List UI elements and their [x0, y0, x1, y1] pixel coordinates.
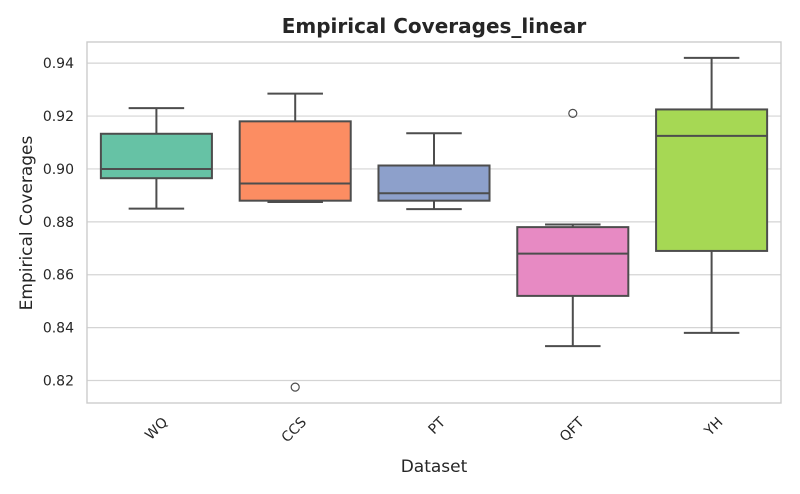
box-iqr — [516, 226, 630, 297]
outlier-point — [290, 382, 300, 392]
outlier-point — [568, 108, 578, 119]
y-tick-label: 0.88 — [43, 215, 74, 231]
chart-title: Empirical Coverages_linear — [282, 14, 587, 38]
box-iqr — [377, 164, 491, 202]
boxes — [99, 56, 769, 392]
box-group-pt — [377, 132, 491, 211]
y-tick-label: 0.84 — [43, 321, 74, 337]
y-tick-label: 0.94 — [43, 56, 74, 72]
x-axis-label: Dataset — [401, 457, 468, 477]
y-tick-label: 0.86 — [43, 268, 74, 284]
plot-frame — [86, 41, 782, 404]
x-tick-label: QFT — [557, 414, 588, 445]
x-tick-label: YH — [701, 415, 727, 441]
box-iqr — [99, 132, 213, 180]
y-tick-label: 0.82 — [43, 374, 74, 390]
x-tick-labels: WQ CCS PT QFT YH — [142, 414, 726, 446]
y-tick-label: 0.92 — [43, 109, 74, 125]
y-tick-label: 0.90 — [43, 162, 74, 178]
box-group-qft — [516, 108, 630, 348]
x-tick-label: CCS — [279, 414, 311, 446]
y-tick-labels: 0.82 0.84 0.86 0.88 0.90 0.92 0.94 — [43, 56, 74, 389]
box-group-wq — [99, 107, 213, 210]
x-tick-label: PT — [425, 414, 449, 438]
y-axis-label: Empirical Coverages — [17, 136, 37, 311]
box-iqr — [238, 120, 352, 202]
box-group-yh — [655, 56, 769, 334]
box-iqr — [655, 108, 769, 252]
box-group-ccs — [238, 92, 352, 392]
x-tick-label: WQ — [142, 415, 171, 444]
